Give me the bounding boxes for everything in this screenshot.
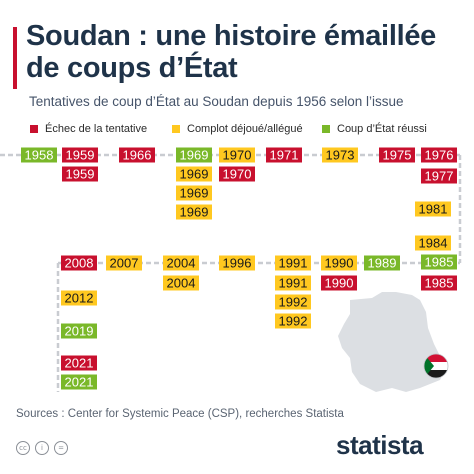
event-year-label: 1996 — [223, 256, 252, 271]
event-box: 1990 — [321, 276, 357, 291]
event-box: 1969 — [176, 186, 212, 201]
event-box: 1975 — [379, 148, 415, 163]
event-year-label: 1991 — [279, 276, 308, 291]
statista-logo: statista — [336, 430, 423, 461]
event-box: 2004 — [163, 276, 199, 291]
event-year-label: 1969 — [180, 167, 209, 182]
event-box: 1984 — [415, 236, 451, 251]
event-box: 1969 — [176, 167, 212, 182]
event-box: 1985 — [421, 255, 457, 270]
event-box: 1991 — [275, 276, 311, 291]
event-box: 1989 — [364, 256, 400, 271]
event-box: 1971 — [266, 148, 302, 163]
event-year-label: 1985 — [425, 276, 454, 291]
event-year-label: 1985 — [425, 255, 454, 270]
event-box: 1959 — [62, 148, 98, 163]
event-box: 2007 — [106, 256, 142, 271]
event-year-label: 1990 — [325, 256, 354, 271]
event-box: 1996 — [219, 256, 255, 271]
attribution-icon: i — [35, 441, 49, 455]
event-year-label: 1969 — [180, 148, 209, 163]
event-year-label: 1969 — [180, 205, 209, 220]
event-box: 2021 — [61, 356, 97, 371]
event-year-label: 1958 — [25, 148, 54, 163]
event-box: 1970 — [219, 148, 255, 163]
event-year-label: 2004 — [167, 256, 196, 271]
event-box: 1977 — [421, 169, 457, 184]
event-box: 1985 — [421, 276, 457, 291]
event-box: 1991 — [275, 256, 311, 271]
event-year-label: 1966 — [123, 148, 152, 163]
statista-logo-text: statista — [336, 430, 423, 460]
event-year-label: 1990 — [325, 276, 354, 291]
event-box: 2008 — [61, 256, 97, 271]
event-year-label: 2012 — [65, 291, 94, 306]
event-year-label: 1984 — [419, 236, 448, 251]
event-year-label: 1973 — [326, 148, 355, 163]
event-year-label: 1970 — [223, 167, 252, 182]
event-year-label: 2008 — [65, 256, 94, 271]
no-derivatives-icon: = — [54, 441, 68, 455]
creative-commons-icon: cc — [16, 441, 30, 455]
sudan-map-shape — [338, 292, 446, 392]
event-box: 1973 — [322, 148, 358, 163]
event-box: 1966 — [119, 148, 155, 163]
event-year-label: 1977 — [425, 169, 454, 184]
event-box: 2004 — [163, 256, 199, 271]
event-year-label: 1976 — [425, 148, 454, 163]
event-year-label: 2019 — [65, 324, 94, 339]
event-year-label: 1969 — [180, 186, 209, 201]
event-box: 1992 — [275, 295, 311, 310]
sudan-flag-icon — [424, 354, 448, 378]
event-year-label: 1975 — [383, 148, 412, 163]
event-box: 2019 — [61, 324, 97, 339]
event-year-label: 2021 — [65, 356, 94, 371]
event-box: 1958 — [21, 148, 57, 163]
event-year-label: 1981 — [419, 202, 448, 217]
event-year-label: 1970 — [223, 148, 252, 163]
event-box: 1959 — [62, 167, 98, 182]
event-year-label: 1992 — [279, 295, 308, 310]
event-box: 1969 — [176, 205, 212, 220]
sources-note: Sources : Center for Systemic Peace (CSP… — [16, 408, 344, 420]
event-year-label: 2021 — [65, 375, 94, 390]
event-box: 1981 — [415, 202, 451, 217]
event-year-label: 2004 — [167, 276, 196, 291]
event-box: 1992 — [275, 314, 311, 329]
event-box: 2012 — [61, 291, 97, 306]
event-year-label: 1992 — [279, 314, 308, 329]
event-year-label: 1991 — [279, 256, 308, 271]
event-box: 1990 — [321, 256, 357, 271]
event-box: 1970 — [219, 167, 255, 182]
event-box: 1969 — [176, 148, 212, 163]
event-year-label: 2007 — [110, 256, 139, 271]
event-box: 1976 — [421, 148, 457, 163]
event-box: 2021 — [61, 375, 97, 390]
event-year-label: 1989 — [368, 256, 397, 271]
event-year-label: 1959 — [66, 148, 95, 163]
event-year-label: 1959 — [66, 167, 95, 182]
sudan-map — [338, 292, 446, 392]
event-year-label: 1971 — [270, 148, 299, 163]
